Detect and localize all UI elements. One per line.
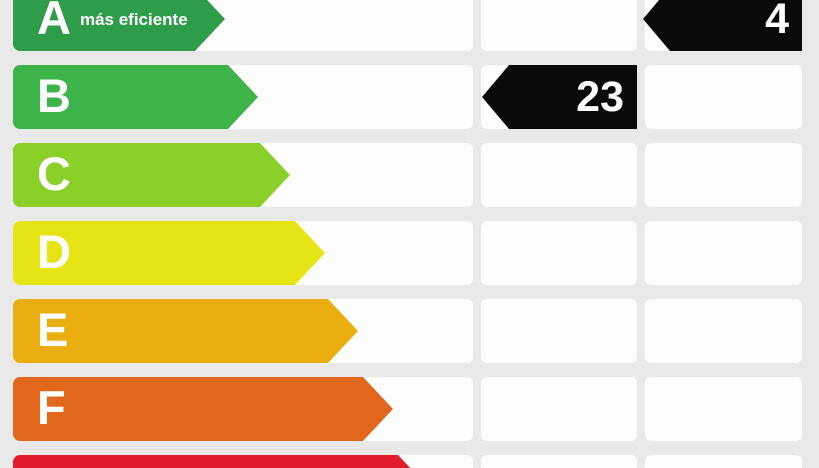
rating-row-d: D [0,221,819,285]
grade-letter-g: G [37,455,74,468]
most-efficient-label: más eficiente [79,10,188,29]
grid-cell-a-c2 [481,0,637,51]
rating-row-c: C [0,143,819,207]
grade-letter-b: B [37,69,71,122]
indicator-arrow-b: 23 [482,65,637,129]
indicator-value-b: 23 [576,73,624,121]
rating-row-b: B 23 [0,65,819,129]
grid-cell-g-c3 [645,455,802,468]
rating-row-g: G [0,455,819,468]
grade-letter-d: D [37,225,71,278]
grid-cell-g-c2 [481,455,637,468]
grade-arrow-e: E [13,299,358,363]
grade-arrow-c: C [13,143,290,207]
rating-row-e: E [0,299,819,363]
grid-cell-c-c2 [481,143,637,207]
rating-row-f: F [0,377,819,441]
grade-arrow-d: D [13,221,325,285]
indicator-value-a: 4 [765,0,789,43]
grid-cell-e-c3 [645,299,802,363]
grade-arrow-f: F [13,377,393,441]
grid-cell-d-c2 [481,221,637,285]
grid-cell-b-c3 [645,65,802,129]
grade-arrow-b: B [13,65,258,129]
indicator-arrow-a: 4 [643,0,802,51]
grid-cell-f-c2 [481,377,637,441]
grade-letter-c: C [37,147,71,200]
grid-cell-e-c2 [481,299,637,363]
grade-letter-a: A [37,0,71,44]
grid-cell-f-c3 [645,377,802,441]
grade-arrow-g: G [13,455,428,468]
grid-cell-c-c3 [645,143,802,207]
grade-letter-f: F [37,381,66,434]
grid-cell-d-c3 [645,221,802,285]
grade-letter-e: E [37,303,69,356]
